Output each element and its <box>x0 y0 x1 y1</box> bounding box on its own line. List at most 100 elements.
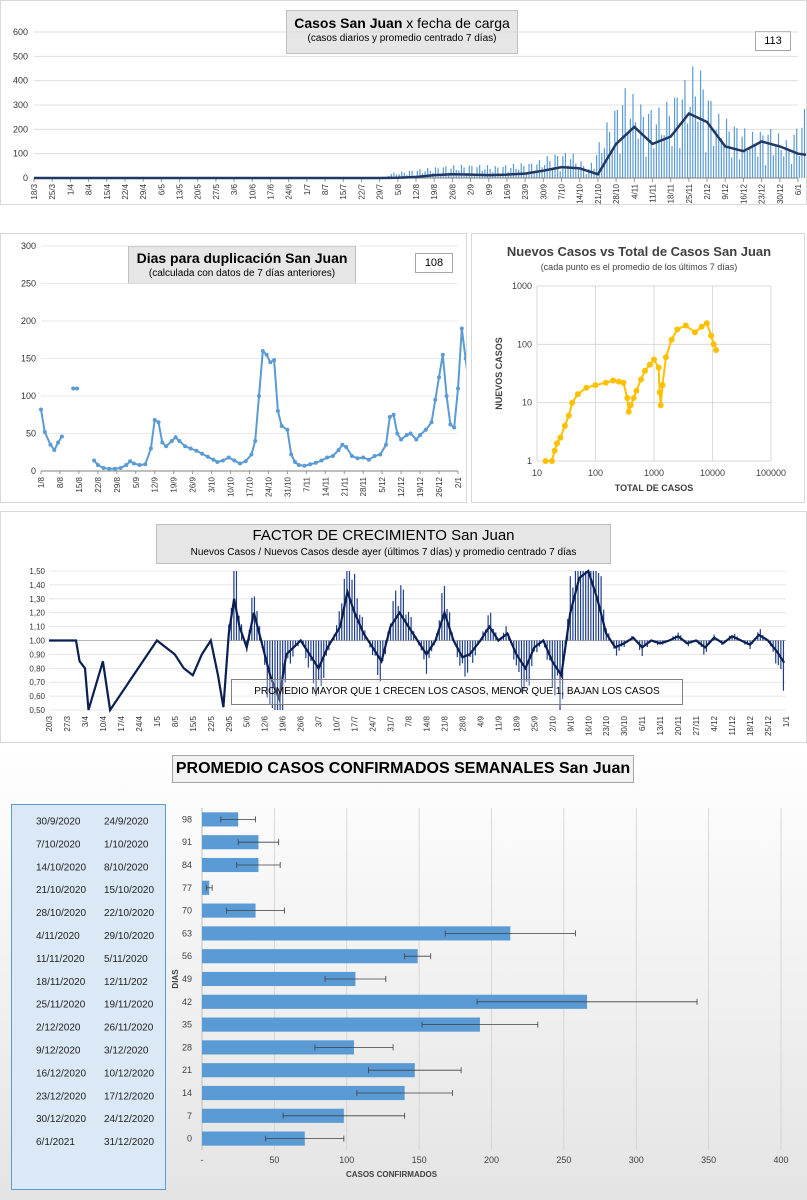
weekly-xlabel: CASOS CONFIRMADOS <box>346 1170 438 1179</box>
daily-bar <box>520 163 522 178</box>
growth-subtitle: Nuevos Casos / Nuevos Casos desde ayer (… <box>190 547 577 558</box>
date-end-label: 21/10/2020 <box>36 885 86 896</box>
growth-xtick-label: 18/12 <box>746 715 755 736</box>
daily-bar <box>694 96 696 178</box>
weekly-bar <box>202 949 418 964</box>
growth-xtick-label: 10/4 <box>99 715 108 731</box>
daily-bar <box>764 165 767 178</box>
daily-xtick-label: 6/1 <box>794 183 803 195</box>
daily-xtick-label: 16/12 <box>739 183 748 204</box>
daily-bar <box>738 159 741 178</box>
scatter-point <box>657 402 664 409</box>
weekly-category-label: 28 <box>182 1042 192 1052</box>
doubling-point <box>279 424 284 428</box>
daily-ytick-label: 500 <box>13 51 28 61</box>
weekly-category-label: 84 <box>182 860 192 870</box>
daily-xtick-label: 23/12 <box>758 183 767 204</box>
scatter-point <box>551 447 558 454</box>
daily-bar <box>564 152 567 178</box>
daily-bar <box>660 135 663 178</box>
date-end-label: 4/11/2020 <box>36 931 80 942</box>
weekly-category-label: 63 <box>182 928 192 938</box>
scatter-subtitle: (cada punto es el promedio de los último… <box>540 262 738 272</box>
growth-xtick-label: 22/5 <box>207 715 216 731</box>
daily-xtick-label: 6/5 <box>157 183 166 195</box>
weekly-bar <box>202 1108 344 1123</box>
daily-bar <box>390 174 392 178</box>
growth-xtick-label: 18/9 <box>512 715 521 731</box>
daily-chart: 0 100 200 300 400 500 600 18/3 25/3 1/4 8/4 15/4 22/… <box>13 27 806 204</box>
daily-xtick-label: 3/6 <box>230 183 239 195</box>
daily-bar <box>463 167 465 178</box>
growth-xtick-label: 28/8 <box>458 715 467 731</box>
growth-ytick-label: 1,10 <box>29 623 45 632</box>
daily-bar <box>512 163 515 178</box>
doubling-point <box>128 459 133 464</box>
scatter-point <box>625 408 632 415</box>
doubling-point <box>107 466 112 471</box>
scatter-point <box>624 395 631 401</box>
daily-bar <box>629 118 631 178</box>
daily-bar <box>442 167 444 178</box>
doubling-point <box>325 455 330 460</box>
daily-xtick-label: 14/10 <box>576 183 585 204</box>
daily-xtick-label: 16/9 <box>503 183 512 199</box>
daily-bar <box>757 156 759 178</box>
doubling-xtick-label: 31/10 <box>283 476 292 497</box>
date-start-label: 8/10/2020 <box>104 862 149 873</box>
doubling-xtick-label: 29/8 <box>113 476 122 492</box>
growth-xtick-label: 8/5 <box>171 715 180 727</box>
growth-xtick-label: 20/11 <box>674 715 683 735</box>
doubling-subtitle: (calculada con datos de 7 días anteriore… <box>148 268 336 279</box>
doubling-point <box>183 444 188 449</box>
daily-bar <box>437 168 439 178</box>
doubling-xtick-label: 5/12 <box>378 476 387 492</box>
daily-xtick-label: 7/10 <box>558 183 567 199</box>
doubling-point <box>253 439 258 443</box>
daily-bar <box>453 165 455 178</box>
daily-bar <box>707 100 709 178</box>
doubling-xtick-label: 17/10 <box>246 476 255 497</box>
doubling-point <box>143 462 148 467</box>
daily-bar <box>598 142 600 178</box>
doubling-point <box>448 422 453 427</box>
growth-xtick-label: 12/6 <box>261 715 270 731</box>
growth-xtick-label: 16/10 <box>584 715 593 736</box>
daily-bar <box>699 70 702 178</box>
date-start-label: 1/10/2020 <box>104 839 149 850</box>
growth-xtick-label: 3/7 <box>315 715 324 727</box>
doubling-xtick-label: 26/12 <box>435 476 444 497</box>
weekly-bar <box>202 1131 305 1146</box>
growth-xtick-label: 17/7 <box>351 715 360 731</box>
daily-xtick-label: 28/10 <box>612 183 621 204</box>
scatter-point <box>561 422 568 429</box>
daily-bar <box>471 165 473 178</box>
weekly-bar <box>202 857 259 873</box>
doubling-point <box>164 444 169 449</box>
daily-bar <box>572 153 574 178</box>
daily-bar <box>655 124 657 178</box>
doubling-xtick-label: 24/10 <box>264 476 273 497</box>
doubling-xtick-label: 10/10 <box>227 476 236 497</box>
doubling-point <box>137 463 142 467</box>
date-start-label: 31/12/2020 <box>104 1137 154 1148</box>
weekly-ylabel: DIAS <box>171 969 180 989</box>
daily-xtick-label: 11/11 <box>648 183 657 202</box>
weekly-xtick-label: 250 <box>556 1155 571 1165</box>
scatter-xtick-label: 1000 <box>644 468 664 478</box>
doubling-xtick-label: 12/12 <box>397 476 406 497</box>
doubling-panel: Dias para duplicación San Juan (calculad… <box>0 233 467 503</box>
daily-xtick-label: 29/7 <box>376 183 385 199</box>
daily-bar <box>393 172 395 178</box>
doubling-xtick-label: 1/8 <box>37 476 46 488</box>
doubling-point <box>124 463 129 467</box>
doubling-point <box>378 452 383 457</box>
daily-bar <box>541 167 543 178</box>
daily-xtick-label: 23/9 <box>521 183 530 199</box>
growth-xtick-label: 17/4 <box>117 715 126 731</box>
daily-xtick-label: 20/5 <box>194 183 203 199</box>
daily-cases-panel: Casos San Juan x fecha de carga (casos d… <box>0 0 807 205</box>
weekly-xtick-label: 350 <box>701 1155 716 1165</box>
daily-xtick-label: 13/5 <box>176 183 185 199</box>
